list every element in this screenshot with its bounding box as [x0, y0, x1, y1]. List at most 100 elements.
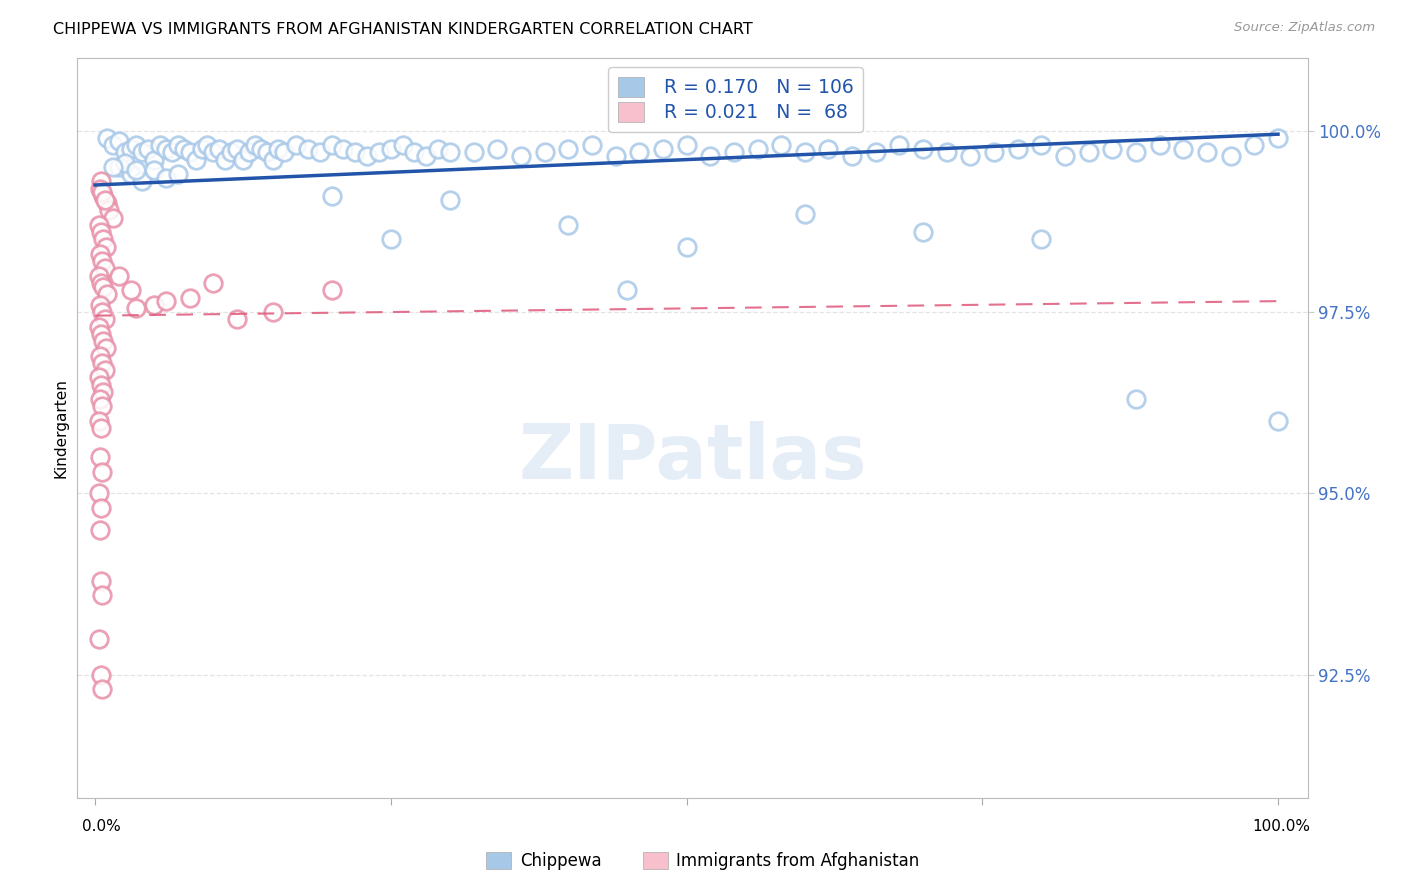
Point — [89, 247, 111, 261]
Point — [297, 142, 319, 156]
Point — [616, 283, 638, 297]
Point — [344, 145, 367, 160]
Point — [90, 668, 112, 682]
Point — [427, 142, 450, 156]
Point — [935, 145, 957, 160]
Point — [238, 145, 260, 160]
Point — [90, 225, 112, 239]
Point — [179, 291, 201, 305]
Point — [90, 377, 112, 392]
Point — [675, 138, 697, 153]
Point — [262, 305, 284, 319]
Point — [983, 145, 1005, 160]
Point — [90, 574, 112, 588]
Point — [391, 138, 413, 153]
Point — [90, 174, 112, 188]
Point — [107, 160, 129, 174]
Point — [87, 486, 110, 500]
Point — [143, 153, 166, 167]
Point — [1031, 138, 1053, 153]
Y-axis label: Kindergarten: Kindergarten — [53, 378, 69, 478]
Point — [167, 167, 190, 181]
Point — [190, 142, 212, 156]
Point — [93, 193, 115, 207]
Point — [1195, 145, 1218, 160]
Point — [308, 145, 330, 160]
Point — [628, 145, 651, 160]
Point — [404, 145, 426, 160]
Point — [155, 294, 177, 309]
Point — [96, 196, 118, 211]
Point — [93, 189, 115, 203]
Point — [91, 305, 114, 319]
Point — [143, 163, 166, 178]
Point — [1149, 138, 1171, 153]
Point — [439, 193, 461, 207]
Point — [90, 326, 112, 341]
Point — [1007, 142, 1029, 156]
Point — [267, 142, 290, 156]
Point — [93, 334, 115, 348]
Point — [380, 142, 402, 156]
Point — [91, 254, 114, 268]
Point — [120, 283, 142, 297]
Point — [232, 153, 254, 167]
Point — [107, 135, 129, 149]
Point — [1173, 142, 1195, 156]
Point — [101, 138, 124, 153]
Point — [90, 501, 112, 516]
Point — [699, 149, 721, 163]
Point — [356, 149, 378, 163]
Point — [136, 142, 159, 156]
Point — [912, 225, 935, 239]
Point — [581, 138, 603, 153]
Point — [131, 174, 153, 188]
Point — [1031, 232, 1053, 246]
Point — [91, 682, 114, 697]
Text: 0.0%: 0.0% — [82, 820, 121, 834]
Point — [912, 142, 935, 156]
Point — [1101, 142, 1123, 156]
Point — [93, 363, 115, 377]
Point — [114, 156, 136, 170]
Point — [208, 142, 231, 156]
Text: 100.0%: 100.0% — [1253, 820, 1310, 834]
Point — [262, 153, 284, 167]
Point — [202, 276, 225, 290]
Point — [89, 181, 111, 195]
Text: ZIPatlas: ZIPatlas — [519, 421, 866, 495]
Point — [214, 153, 236, 167]
Point — [243, 138, 266, 153]
Point — [87, 414, 110, 428]
Point — [87, 370, 110, 384]
Point — [179, 145, 201, 160]
Point — [321, 138, 343, 153]
Point — [184, 153, 207, 167]
Text: Source: ZipAtlas.com: Source: ZipAtlas.com — [1234, 21, 1375, 35]
Point — [332, 142, 354, 156]
Point — [889, 138, 911, 153]
Point — [321, 189, 343, 203]
Point — [557, 218, 579, 232]
Point — [143, 298, 166, 312]
Point — [1125, 392, 1147, 406]
Point — [959, 149, 981, 163]
Point — [380, 232, 402, 246]
Point — [93, 279, 115, 293]
Point — [219, 145, 242, 160]
Point — [120, 167, 142, 181]
Point — [226, 142, 249, 156]
Point — [101, 160, 124, 174]
Point — [155, 170, 177, 185]
Point — [91, 400, 114, 414]
Point — [89, 523, 111, 537]
Point — [1267, 414, 1289, 428]
Point — [149, 138, 172, 153]
Point — [285, 138, 308, 153]
Point — [256, 145, 278, 160]
Point — [107, 268, 129, 283]
Point — [125, 163, 148, 178]
Point — [87, 268, 110, 283]
Point — [463, 145, 485, 160]
Legend: Chippewa, Immigrants from Afghanistan: Chippewa, Immigrants from Afghanistan — [479, 845, 927, 877]
